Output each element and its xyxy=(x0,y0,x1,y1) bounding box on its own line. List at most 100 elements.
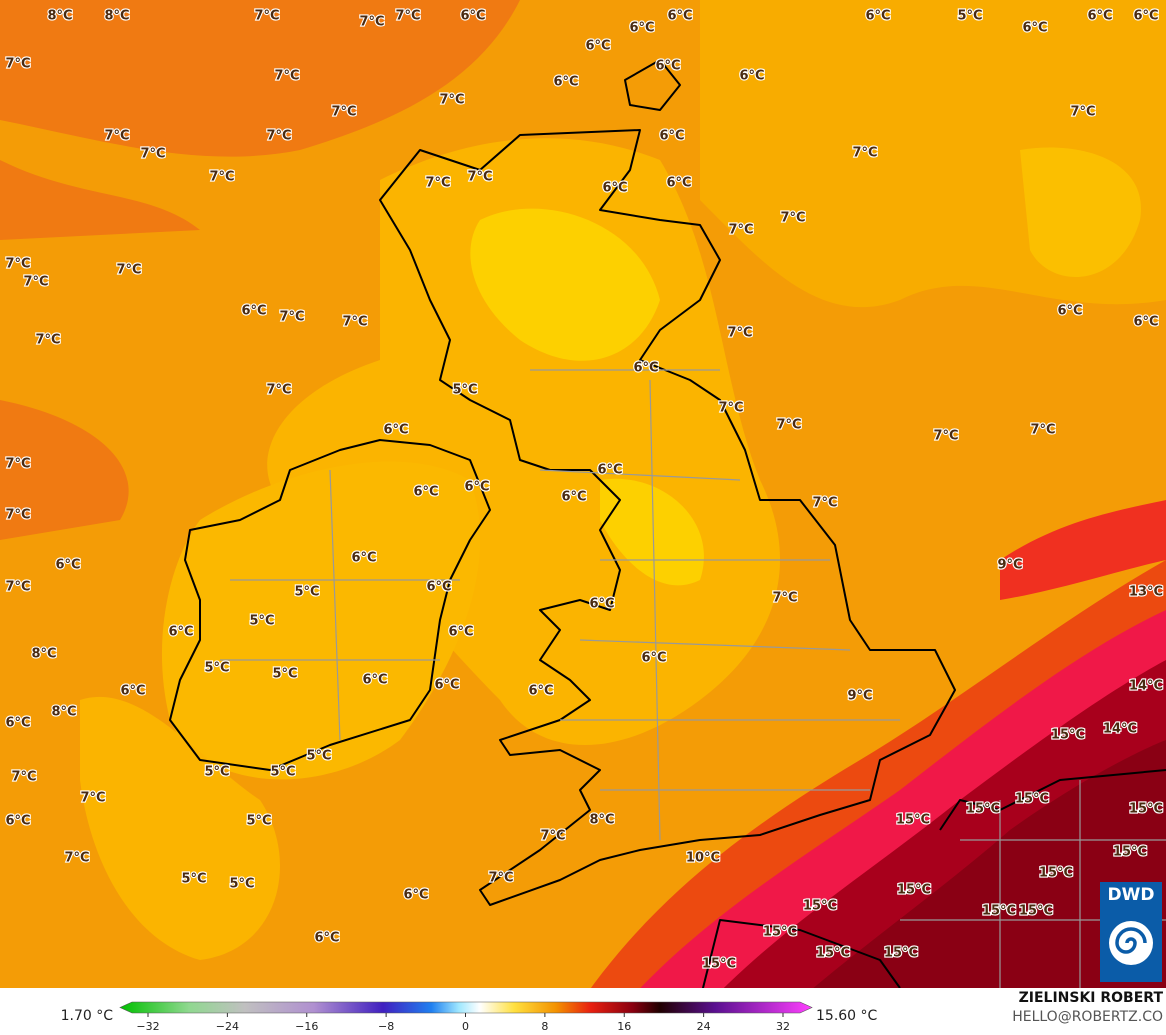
temperature-label: 7°C xyxy=(5,457,30,472)
temperature-label: 6°C xyxy=(602,181,627,196)
temperature-label: 6°C xyxy=(314,931,339,946)
logo-text: DWD xyxy=(1108,885,1155,905)
logo: DWD xyxy=(1100,882,1162,982)
temperature-label: 7°C xyxy=(395,9,420,24)
temperature-label: 7°C xyxy=(1030,423,1055,438)
temperature-label: 7°C xyxy=(35,333,60,348)
temperature-label: 5°C xyxy=(957,9,982,24)
temperature-label: 6°C xyxy=(1133,9,1158,24)
colorbar: 1.70 °C 15.60 °C −32 −24 −16 −8 0 8 16 24 32 xyxy=(61,1001,878,1033)
temperature-label: 6°C xyxy=(561,490,586,505)
regional-borders xyxy=(220,369,1166,988)
temperature-label: 15°C xyxy=(1051,728,1085,743)
temperature-label: 6°C xyxy=(597,463,622,478)
temperature-label: 14°C xyxy=(1129,679,1163,694)
temperature-label: 7°C xyxy=(266,129,291,144)
colorbar-tick-label: 0 xyxy=(462,1020,469,1033)
colorbar-tick-label: −8 xyxy=(378,1020,394,1033)
temperature-label: 7°C xyxy=(279,310,304,325)
temperature-label: 6°C xyxy=(55,558,80,573)
temperature-label: 15°C xyxy=(1039,866,1073,881)
temperature-label: 7°C xyxy=(342,315,367,330)
temperature-label: 7°C xyxy=(439,93,464,108)
temperature-label: 7°C xyxy=(64,851,89,866)
temperature-label: 10°C xyxy=(686,851,720,866)
temperature-label: 5°C xyxy=(246,814,271,829)
coastlines xyxy=(169,59,1166,1001)
temperature-label: 7°C xyxy=(772,591,797,606)
temperature-label: 6°C xyxy=(629,21,654,36)
temperature-label: 15°C xyxy=(702,957,736,972)
temperature-label: 7°C xyxy=(776,418,801,433)
temperature-label: 7°C xyxy=(5,508,30,523)
temperature-label: 6°C xyxy=(655,59,680,74)
temperature-label: 7°C xyxy=(331,105,356,120)
temperature-label: 5°C xyxy=(452,383,477,398)
temperature-label: 6°C xyxy=(553,75,578,90)
temperature-label: 9°C xyxy=(997,558,1022,573)
temperature-label: 7°C xyxy=(359,15,384,30)
temperature-label: 6°C xyxy=(1022,21,1047,36)
temperature-label: 6°C xyxy=(666,176,691,191)
temperature-label: 15°C xyxy=(896,813,930,828)
temperature-label: 5°C xyxy=(204,661,229,676)
temperature-label: 7°C xyxy=(1070,105,1095,120)
temperature-label: 7°C xyxy=(116,263,141,278)
temperature-label: 7°C xyxy=(5,257,30,272)
ireland-coast xyxy=(169,439,491,771)
temperature-label: 15°C xyxy=(1019,904,1053,919)
temperature-label: 6°C xyxy=(383,423,408,438)
temperature-label: 6°C xyxy=(667,9,692,24)
temperature-label: 5°C xyxy=(272,667,297,682)
temperature-label: 7°C xyxy=(488,871,513,886)
temperature-label: 7°C xyxy=(5,57,30,72)
temperature-label: 14°C xyxy=(1103,722,1137,737)
temperature-label: 6°C xyxy=(641,651,666,666)
temperature-label: 6°C xyxy=(426,580,451,595)
temperature-label: 6°C xyxy=(865,9,890,24)
temperature-label: 6°C xyxy=(1057,304,1082,319)
temperature-label: 7°C xyxy=(23,275,48,290)
colorbar-bar xyxy=(119,1001,813,1014)
email: HELLO@ROBERTZ.CO xyxy=(1012,1009,1163,1025)
temperature-label: 5°C xyxy=(249,614,274,629)
temperature-label: 7°C xyxy=(80,791,105,806)
temperature-label: 6°C xyxy=(528,684,553,699)
temperature-label: 6°C xyxy=(403,888,428,903)
temperature-label: 5°C xyxy=(181,872,206,887)
temperature-label: 6°C xyxy=(739,69,764,84)
temperature-label: 7°C xyxy=(209,170,234,185)
temperature-label: 6°C xyxy=(1133,315,1158,330)
temperature-label: 8°C xyxy=(104,9,129,24)
temperature-label: 7°C xyxy=(104,129,129,144)
temperature-label: 15°C xyxy=(884,946,918,961)
temperature-label: 6°C xyxy=(362,673,387,688)
temperature-label: 7°C xyxy=(540,829,565,844)
temperature-label: 15°C xyxy=(897,883,931,898)
temperature-label: 7°C xyxy=(266,383,291,398)
colorbar-tick-label: 32 xyxy=(776,1020,790,1033)
colorbar-tick-label: −32 xyxy=(136,1020,159,1033)
temperature-label: 5°C xyxy=(294,585,319,600)
temperature-label: 6°C xyxy=(5,814,30,829)
temperature-label: 8°C xyxy=(31,647,56,662)
temperature-label: 15°C xyxy=(966,802,1000,817)
temperature-label: 15°C xyxy=(816,946,850,961)
temperature-label: 6°C xyxy=(585,39,610,54)
temperature-label: 15°C xyxy=(1015,792,1049,807)
colorbar-tick-label: 8 xyxy=(541,1020,548,1033)
temperature-label: 7°C xyxy=(780,211,805,226)
temperature-label: 8°C xyxy=(589,813,614,828)
temperature-label: 7°C xyxy=(254,9,279,24)
temperature-label: 7°C xyxy=(467,170,492,185)
orkney-coast xyxy=(624,59,681,111)
temperature-label: 6°C xyxy=(120,684,145,699)
logo-swirl xyxy=(1115,927,1147,954)
temperature-label: 15°C xyxy=(982,904,1016,919)
temperature-label: 7°C xyxy=(274,69,299,84)
temperature-label: 6°C xyxy=(351,551,376,566)
temperature-label: 15°C xyxy=(763,925,797,940)
temperature-label: 6°C xyxy=(659,129,684,144)
